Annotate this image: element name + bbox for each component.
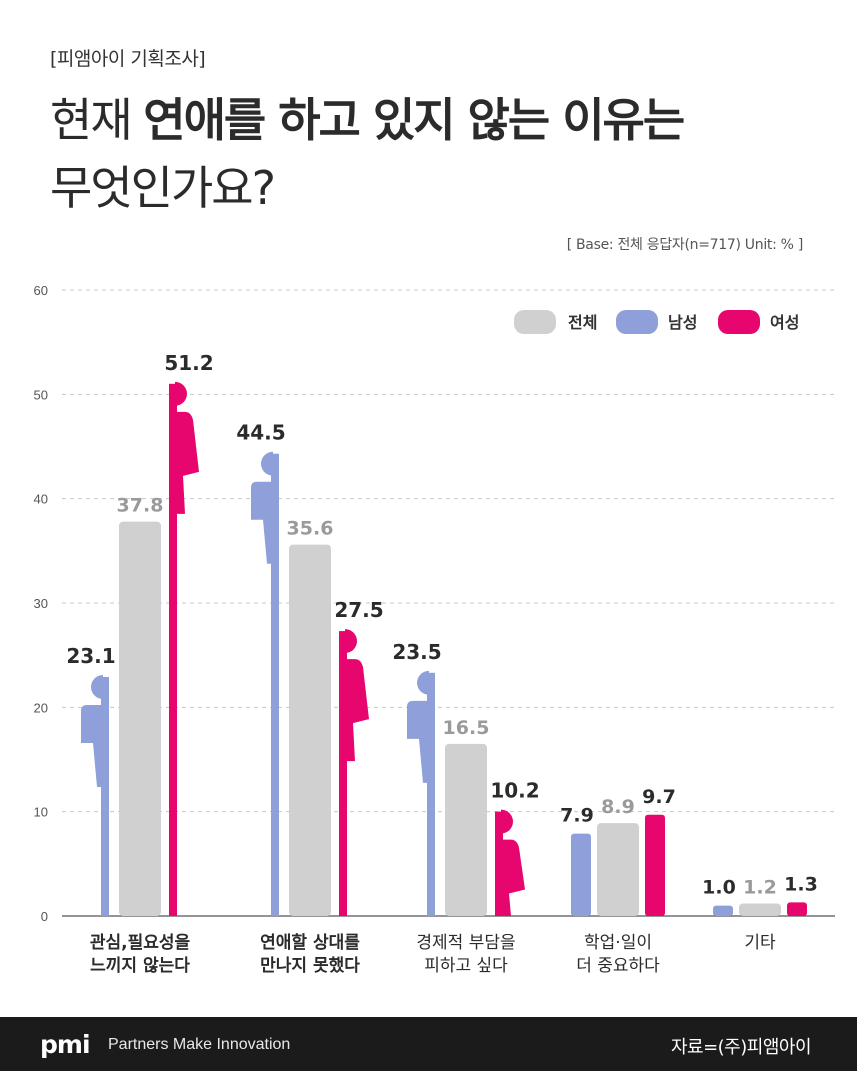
bar-female	[787, 902, 807, 916]
pmi-logo: pmi	[40, 1030, 91, 1059]
category-label: 만나지 못했다	[260, 955, 360, 976]
bar-male-figure	[251, 451, 279, 916]
page-title: 현재 연애를 하고 있지 않는 이유는 무엇인가요?	[50, 86, 830, 222]
category-label: 피하고 싶다	[424, 956, 508, 976]
y-tick-label: 20	[34, 700, 48, 715]
data-label-female: 1.3	[784, 873, 818, 895]
bar-female-figure	[495, 809, 525, 916]
legend-label: 여성	[770, 313, 799, 332]
category-label: 경제적 부담을	[416, 933, 515, 953]
data-label-female: 10.2	[490, 779, 539, 803]
bar-male	[713, 905, 733, 916]
data-label-female: 51.2	[164, 351, 213, 375]
base-note: [ Base: 전체 응답자(n=717) Unit: % ]	[566, 237, 804, 253]
category-label: 더 중요하다	[576, 956, 660, 976]
data-label-total: 8.9	[601, 796, 635, 818]
legend-swatch	[718, 310, 760, 334]
data-label-total: 1.2	[743, 876, 777, 898]
y-tick-label: 10	[34, 805, 48, 820]
bar-total	[739, 903, 781, 916]
category-label: 학업·일이	[584, 933, 652, 953]
y-tick-label: 50	[34, 387, 48, 402]
data-label-male: 1.0	[702, 877, 736, 899]
legend-label: 남성	[668, 313, 697, 332]
title-bold: 연애를 하고 있지 않는 이유는	[143, 93, 685, 147]
bar-total	[289, 544, 331, 916]
bar-female	[645, 814, 665, 916]
data-label-male: 7.9	[560, 805, 594, 827]
data-label-female: 27.5	[334, 598, 383, 622]
category-label: 기타	[744, 933, 776, 953]
bar-male-figure	[81, 674, 109, 916]
legend-label: 전체	[568, 313, 597, 332]
data-label-total: 35.6	[287, 518, 334, 540]
bar-total	[119, 521, 161, 916]
bar-female-figure	[169, 381, 199, 916]
legend-swatch	[514, 310, 556, 334]
data-label-male: 23.5	[392, 640, 441, 664]
title-line2: 무엇인가요?	[50, 161, 276, 215]
data-label-total: 37.8	[117, 495, 164, 517]
category-label: 느끼지 않는다	[90, 956, 190, 976]
footer-bar: pmi Partners Make Innovation 자료=(주)피앰아이	[0, 1017, 857, 1071]
footer-slogan: Partners Make Innovation	[108, 1036, 291, 1053]
bar-chart: 0 10 20 30 40 50 60 전체 남성 여성 37.8 23.1 51.2 관심,필요성을느끼…	[34, 283, 835, 976]
data-label-male: 44.5	[236, 421, 285, 445]
title-prefix: 현재	[50, 93, 144, 147]
bar-female-figure	[339, 629, 369, 916]
data-label-total: 16.5	[443, 717, 490, 739]
category-label: 관심,필요성을	[90, 933, 191, 953]
bar-total	[597, 823, 639, 916]
y-tick-label: 0	[41, 909, 48, 924]
legend-swatch	[616, 310, 658, 334]
bar-total	[445, 743, 487, 916]
y-tick-label: 40	[34, 492, 48, 507]
source-note: 자료=(주)피앰아이	[670, 1037, 812, 1058]
survey-tag: [피앰아이 기획조사]	[50, 48, 206, 70]
y-tick-label: 30	[34, 596, 48, 611]
bar-male-figure	[407, 670, 435, 916]
bar-male	[571, 833, 591, 916]
data-label-female: 9.7	[642, 786, 676, 808]
y-tick-label: 60	[34, 283, 48, 298]
data-label-male: 23.1	[66, 644, 115, 668]
category-label: 연애할 상대를	[260, 933, 360, 953]
